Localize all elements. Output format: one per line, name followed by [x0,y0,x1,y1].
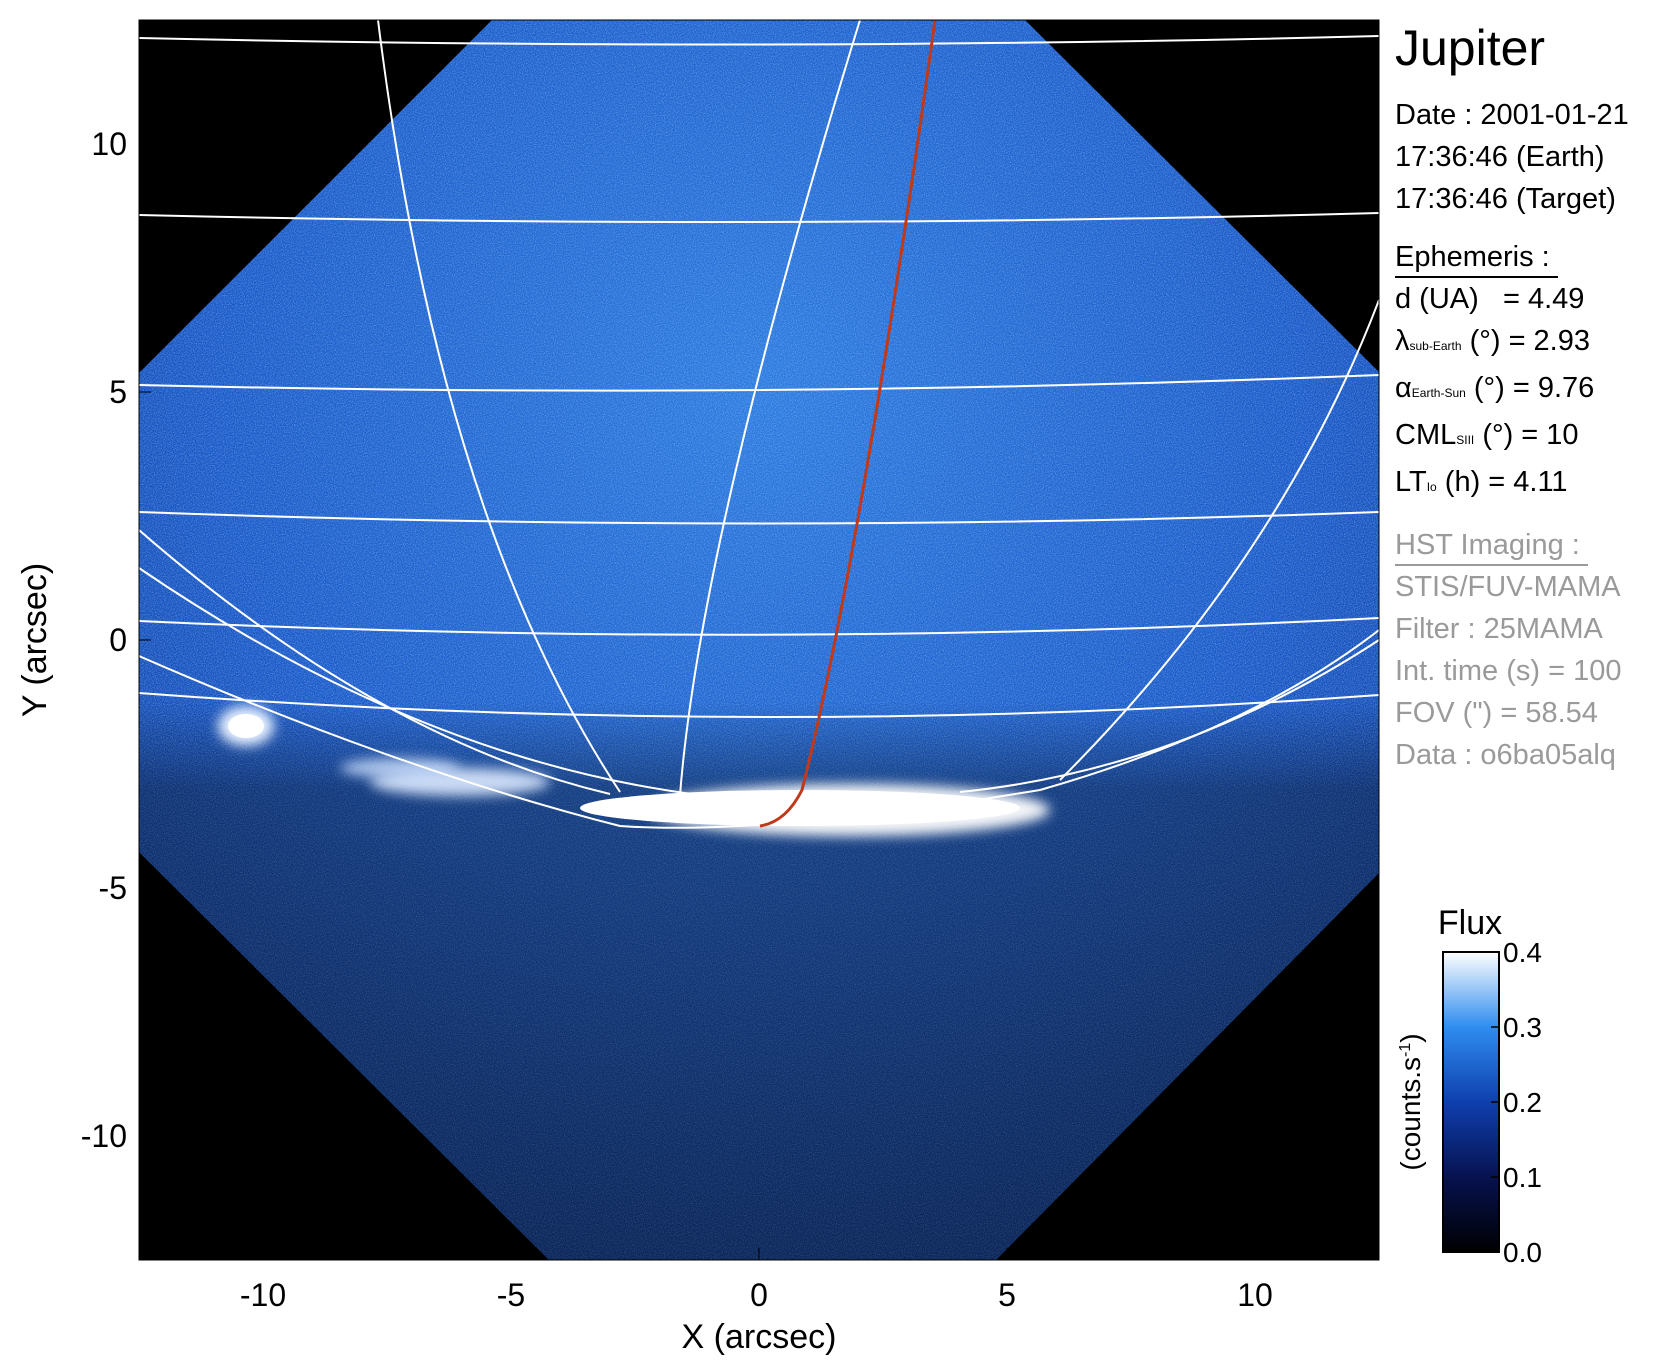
y-axis-ticks: 10 5 0 -5 -10 [81,126,151,1154]
data-id-line: Data : o6ba05alq [1395,739,1616,771]
lt-subscript: Io [1426,480,1437,494]
y-axis-title: Y (arcsec) [16,563,54,717]
integration-time-line: Int. time (s) = 100 [1395,655,1622,687]
latitude-line [139,212,1379,224]
instrument-line: STIS/FUV-MAMA [1395,571,1621,603]
planet-name: Jupiter [1395,20,1546,76]
x-tick-label: 5 [998,1277,1016,1313]
colorbar-units: (counts.s-1) [1395,1033,1426,1170]
phase-angle-line: αEarth-Sun (°) = 9.76 [1395,367,1671,414]
distance-label: d (UA) [1395,283,1479,315]
colorbar-ticks: 0.4 0.3 0.2 0.1 0.0 [1491,937,1542,1268]
x-tick-label: 10 [1237,1277,1273,1313]
longitude-line [139,567,701,796]
filter-line: Filter : 25MAMA [1395,613,1603,645]
x-tick-label: -10 [240,1277,286,1313]
longitude-line [679,20,861,796]
y-tick-label: -10 [81,1118,127,1154]
distance-line: d (UA) = 4.49 [1395,278,1671,320]
time-earth: 17:36:46 (Earth) [1395,141,1605,173]
colorbar: Flux 0.4 0.3 0.2 0.1 0.0 (counts.s-1) [1395,904,1542,1268]
colorbar-title: Flux [1438,904,1502,942]
alpha-symbol: α [1395,372,1412,404]
latitude-line [139,692,1379,718]
lambda-value: (°) = 2.93 [1469,325,1590,357]
cml-subscript: SIII [1456,433,1475,447]
lambda-subscript: sub-Earth [1409,339,1462,353]
x-axis-ticks: -10 -5 0 5 10 [240,1248,1273,1313]
y-tick-label: 0 [109,622,127,658]
y-tick-label: 10 [91,126,127,162]
cml-value: (°) = 10 [1482,419,1579,451]
longitude-line [1059,299,1379,781]
colorbar-tick-label: 0.3 [1503,1012,1542,1043]
cml-symbol: CML [1395,419,1457,451]
lambda-symbol: λ [1395,325,1410,357]
lt-value: (h) = 4.11 [1444,466,1568,498]
date-line: Date : 2001-01-21 [1395,99,1629,131]
x-tick-label: 0 [750,1277,768,1313]
colorbar-tick-label: 0.1 [1503,1162,1542,1193]
aurora [218,706,1050,836]
distance-value: = 4.49 [1502,283,1585,315]
longitude-line [959,639,1379,793]
lt-symbol: LT [1395,466,1427,498]
time-target: 17:36:46 (Target) [1395,183,1616,215]
limb-shadow [139,20,1379,1260]
colorbar-tick-label: 0.0 [1503,1237,1542,1268]
alpha-value: (°) = 9.76 [1473,372,1595,404]
fov-line: FOV (") = 58.54 [1395,697,1598,729]
y-tick-label: -5 [99,870,127,906]
x-tick-label: -5 [497,1277,525,1313]
io-footprint-line [759,20,937,828]
latitude-line [139,35,1379,46]
latitude-line [139,374,1379,392]
colorbar-gradient [1442,951,1500,1253]
cml-line: CMLSIII (°) = 10 [1395,414,1671,461]
latitude-line [139,511,1379,525]
ephemeris-heading: Ephemeris : [1395,238,1558,278]
plot-area [139,20,1379,1260]
colorbar-tick-label: 0.4 [1503,937,1542,968]
info-panel: Jupiter Date : 2001-01-21 17:36:46 (Eart… [1395,18,1671,776]
hst-heading: HST Imaging : [1395,526,1588,566]
longitude-line [377,20,621,793]
colorbar-tick-label: 0.2 [1503,1087,1542,1118]
io-local-time-line: LTIo (h) = 4.11 [1395,461,1671,508]
alpha-subscript: Earth-Sun [1411,386,1466,400]
longitude-line [139,529,611,795]
x-axis-title: X (arcsec) [682,1318,837,1356]
y-tick-label: 5 [109,374,127,410]
sub-earth-latitude-line: λsub-Earth (°) = 2.93 [1395,320,1671,367]
